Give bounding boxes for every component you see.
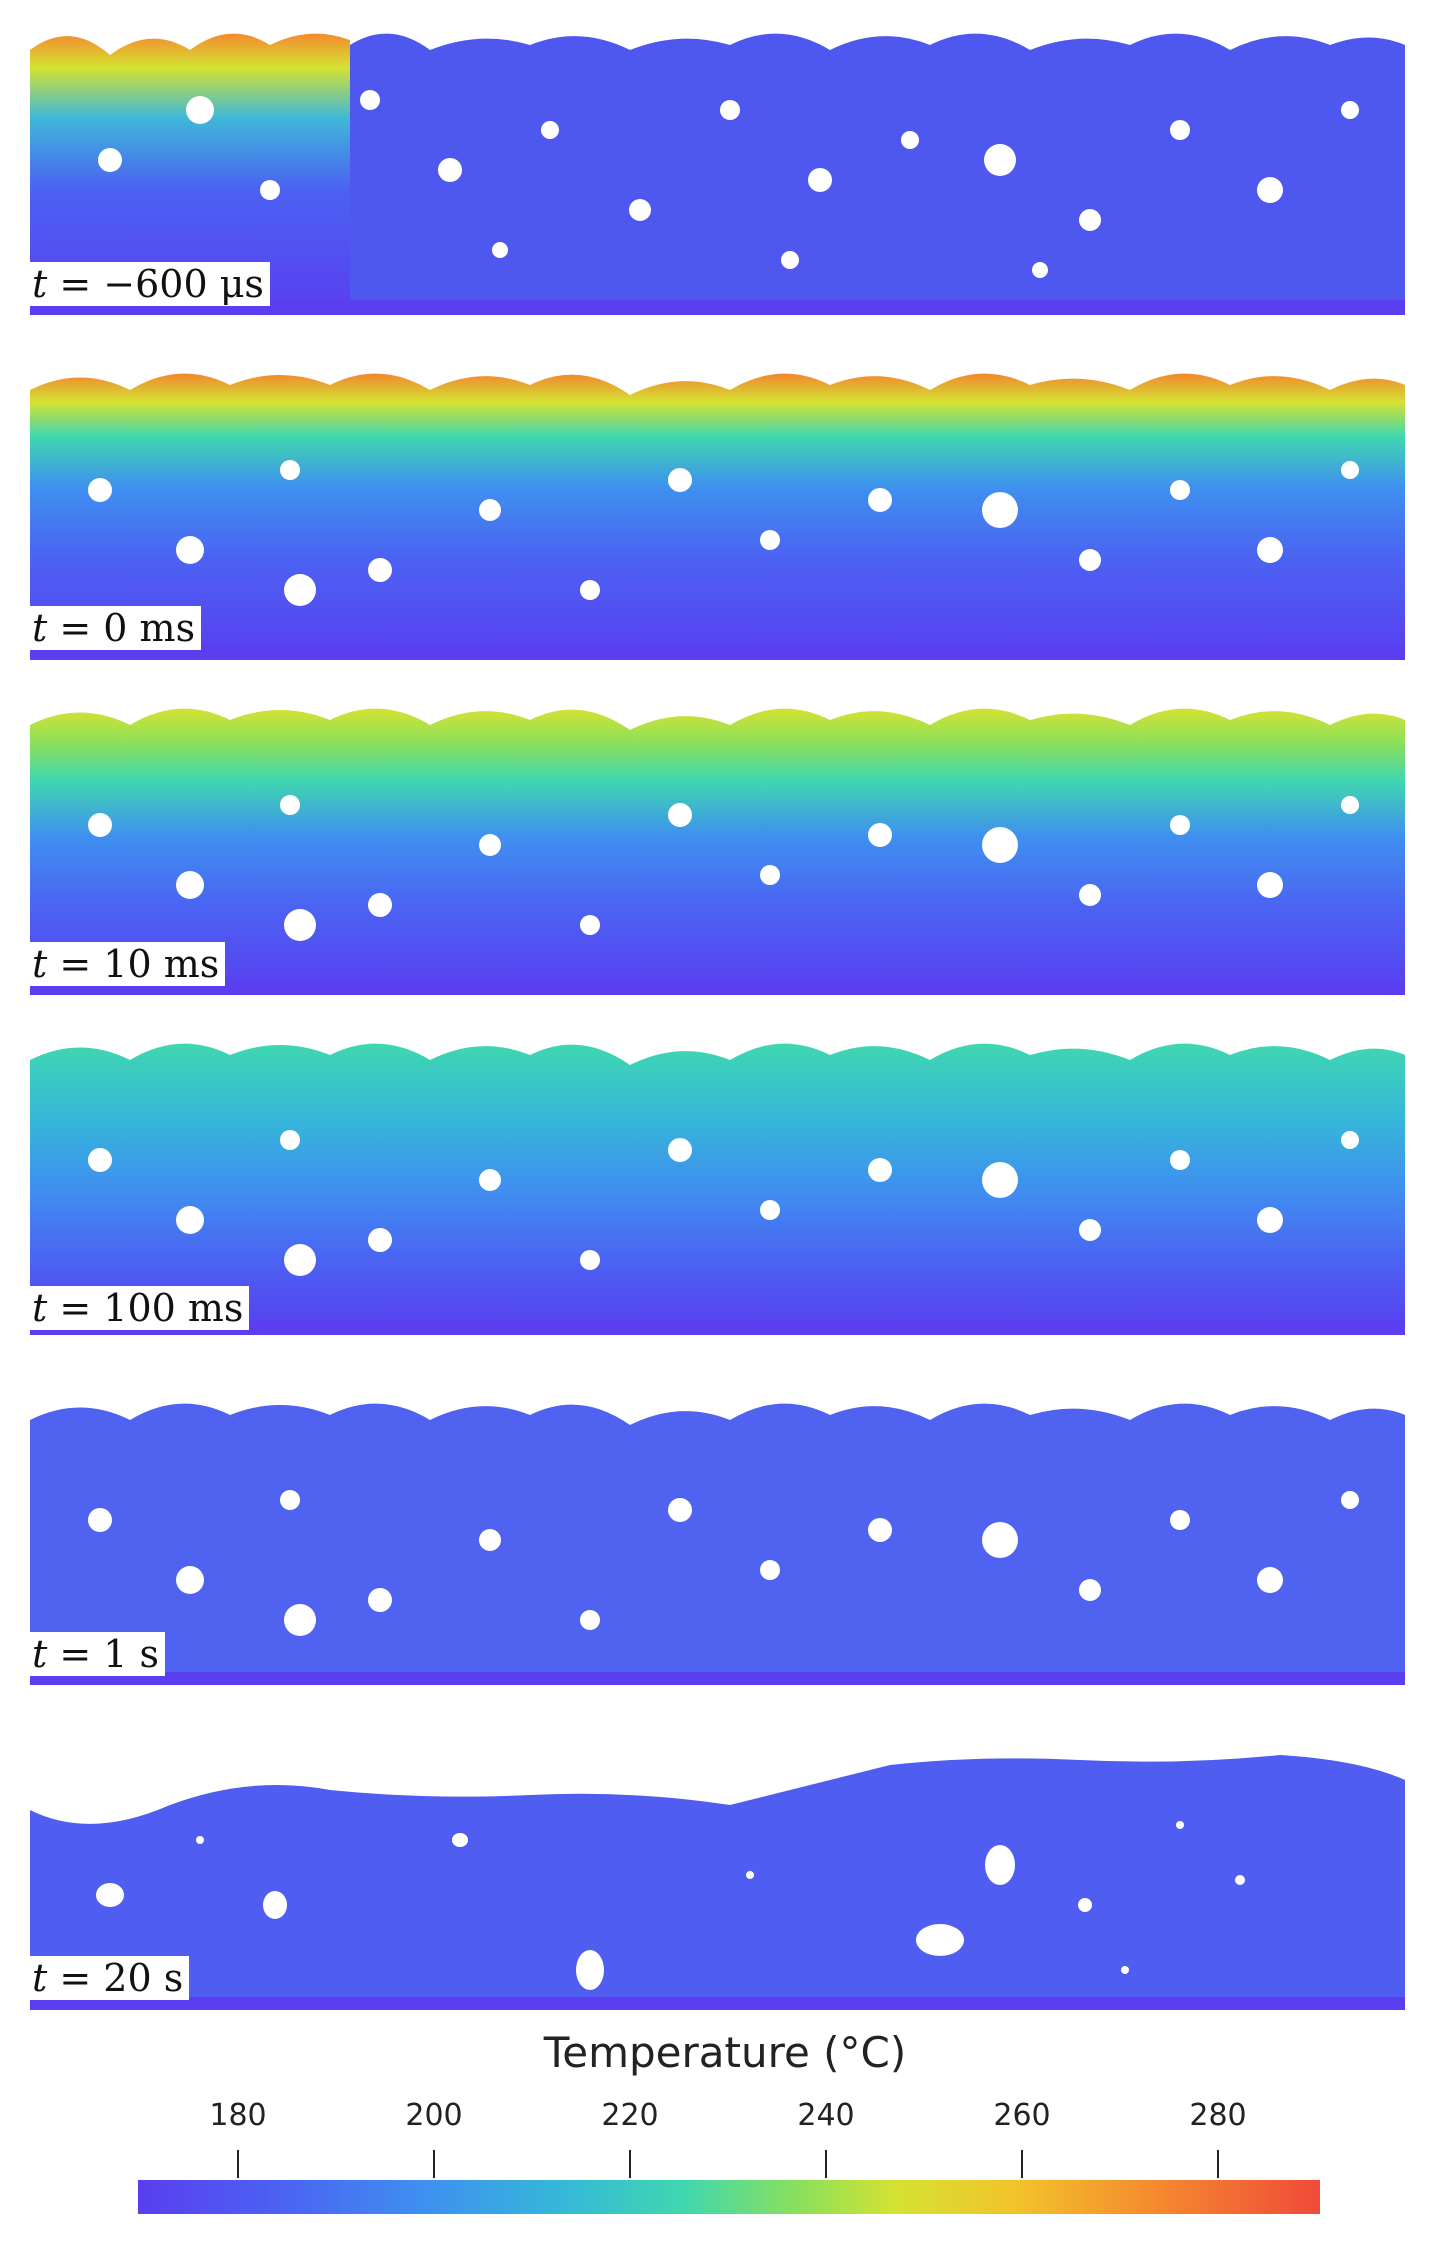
time-value: 100 ms: [103, 1286, 244, 1330]
tick-label-280: 280: [1189, 2098, 1247, 2133]
tick-mark-260: [1021, 2150, 1023, 2178]
time-value: −600 μs: [103, 262, 264, 306]
pores-4: [88, 1130, 1359, 1276]
particle-field-2: [30, 373, 1405, 660]
particle-field-5: [30, 1403, 1405, 1685]
time-value: 10 ms: [103, 942, 220, 986]
tick-label-180: 180: [209, 2098, 267, 2133]
particle-field-6: [30, 1755, 1405, 2010]
panel-t-100ms: [30, 1030, 1405, 1335]
time-variable: t: [32, 606, 48, 650]
pores-1: [98, 90, 1359, 278]
pores-3: [88, 795, 1359, 941]
colorbar-title: Temperature (°C): [543, 2028, 907, 2077]
pores-5: [88, 1490, 1359, 1636]
tick-mark-180: [237, 2150, 239, 2178]
tick-label-260: 260: [993, 2098, 1051, 2133]
panel-t-minus-600us: [30, 20, 1405, 315]
tick-label-200: 200: [405, 2098, 463, 2133]
panel-t-1s: [30, 1390, 1405, 1685]
time-label-2: t = 0 ms: [30, 606, 202, 650]
tick-mark-200: [433, 2150, 435, 2178]
panel-t-20s: [30, 1755, 1405, 2010]
tick-mark-240: [825, 2150, 827, 2178]
particle-field-4: [30, 1043, 1405, 1335]
colorbar-gradient: [138, 2180, 1320, 2214]
colorbar: 180 200 220 240 260 280: [138, 2098, 1320, 2218]
time-label-3: t = 10 ms: [30, 942, 226, 986]
time-label-5: t = 1 s: [30, 1632, 166, 1676]
time-value: 20 s: [103, 1956, 184, 2000]
time-variable: t: [32, 1956, 48, 2000]
pores-2: [88, 460, 1359, 606]
tick-mark-280: [1217, 2150, 1219, 2178]
tick-mark-220: [629, 2150, 631, 2178]
time-label-1: t = −600 μs: [30, 262, 270, 306]
pores-6: [96, 1821, 1245, 1990]
time-label-4: t = 100 ms: [30, 1286, 250, 1330]
time-variable: t: [32, 262, 48, 306]
tick-label-220: 220: [601, 2098, 659, 2133]
time-variable: t: [32, 1632, 48, 1676]
tick-label-240: 240: [797, 2098, 855, 2133]
time-value: 1 s: [103, 1632, 160, 1676]
time-variable: t: [32, 1286, 48, 1330]
time-value: 0 ms: [103, 606, 196, 650]
particle-field-3: [30, 708, 1405, 995]
particle-field-1: [30, 33, 1405, 315]
time-label-6: t = 20 s: [30, 1956, 190, 2000]
time-variable: t: [32, 942, 48, 986]
panel-t-10ms: [30, 695, 1405, 995]
panel-t-0ms: [30, 360, 1405, 660]
